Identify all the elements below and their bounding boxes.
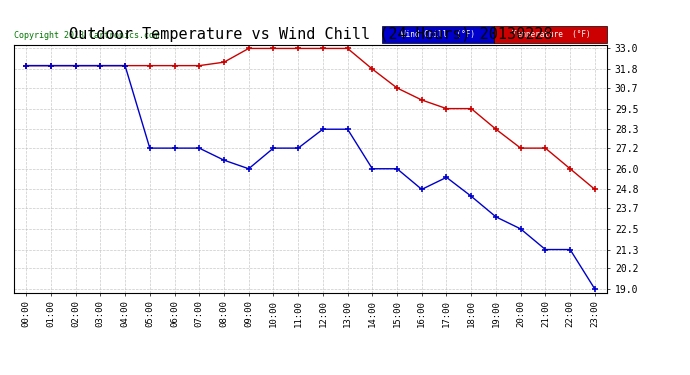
Bar: [495, 27, 607, 42]
Title: Outdoor Temperature vs Wind Chill (24 Hours) 20130228: Outdoor Temperature vs Wind Chill (24 Ho…: [69, 27, 552, 42]
Text: Copyright 2013 Cartronics.com: Copyright 2013 Cartronics.com: [14, 31, 159, 40]
Text: Temperature  (°F): Temperature (°F): [511, 30, 590, 39]
Bar: [382, 27, 495, 42]
Text: Wind Chill  (°F): Wind Chill (°F): [401, 30, 475, 39]
